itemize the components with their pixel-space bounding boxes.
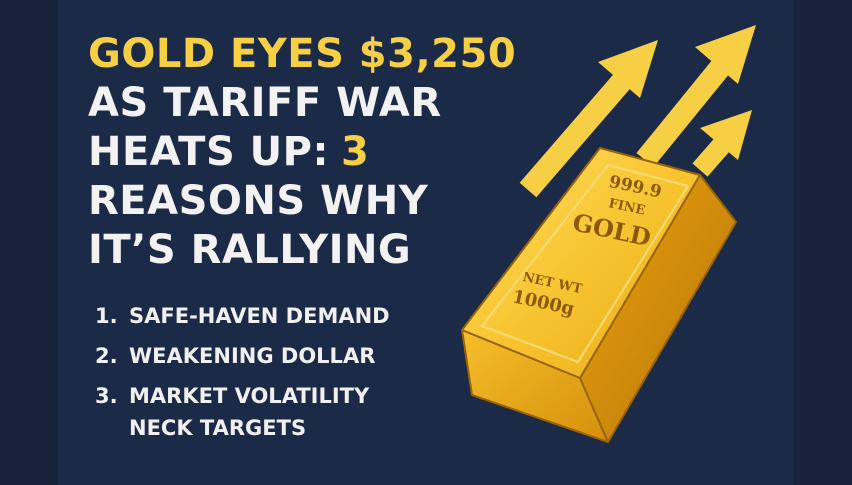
headline-text: AS TARIFF WAR xyxy=(88,80,442,126)
gold-bar xyxy=(461,147,737,443)
headline-text: GOLD EYES $3,250 xyxy=(88,31,517,77)
headline-line: GOLD EYES $3,250 xyxy=(88,30,516,79)
reason-number: 3. xyxy=(95,384,118,408)
headline-line: HEATS UP: 3 xyxy=(88,128,516,177)
reason-number: 1. xyxy=(95,304,118,328)
footer-text: NECK TARGETS xyxy=(129,416,307,440)
headline-text: IT’S RALLYING xyxy=(88,227,412,273)
headline-text: REASONS WHY xyxy=(88,178,429,224)
headline-text: 3 xyxy=(340,129,370,175)
headline-line: AS TARIFF WAR xyxy=(88,79,516,128)
reason-item: 2. WEAKENING DOLLAR xyxy=(95,336,390,376)
headline-text: HEATS UP: xyxy=(88,129,329,175)
reason-item: 3. MARKET VOLATILITY xyxy=(95,376,390,416)
reason-text: WEAKENING DOLLAR xyxy=(129,344,376,368)
reason-text: MARKET VOLATILITY xyxy=(129,384,370,408)
reason-number: 2. xyxy=(95,344,118,368)
reason-text: SAFE-HAVEN DEMAND xyxy=(129,304,390,328)
arrows xyxy=(519,25,756,198)
reasons-list: 1. SAFE-HAVEN DEMAND 2. WEAKENING DOLLAR 3. M… xyxy=(95,296,390,416)
reason-item: 1. SAFE-HAVEN DEMAND xyxy=(95,296,390,336)
headline-line: IT’S RALLYING xyxy=(88,226,516,275)
headline: GOLD EYES $3,250 AS TARIFF WAR HEATS UP: 3 R… xyxy=(88,30,516,275)
headline-line: REASONS WHY xyxy=(88,177,516,226)
